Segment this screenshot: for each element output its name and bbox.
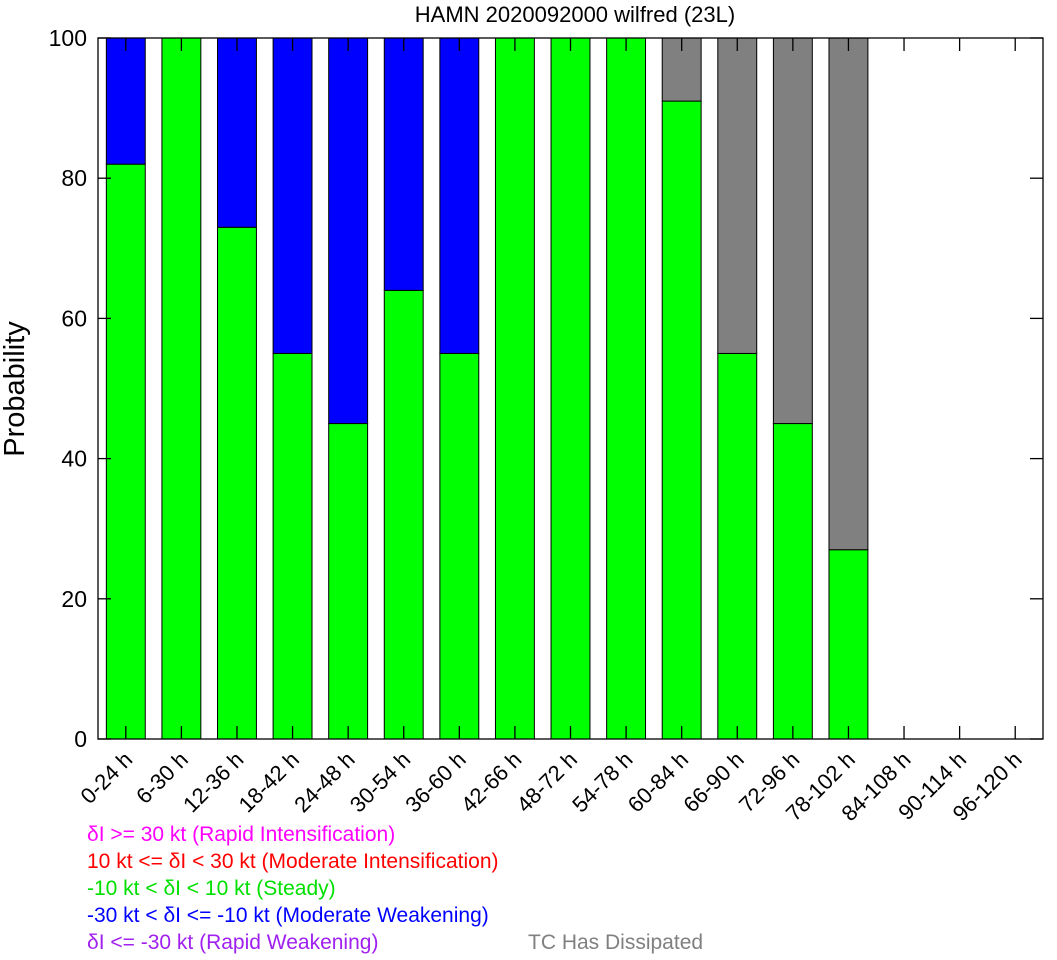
x-tick-label: 24-48 h	[289, 747, 359, 817]
bar-segment	[272, 37, 313, 354]
y-tick-label: 100	[49, 25, 87, 51]
x-tick-label: 48-72 h	[512, 747, 582, 817]
bar-segment	[772, 37, 813, 425]
bar-segment	[717, 352, 758, 740]
y-axis-label: Probability	[0, 321, 31, 457]
bars-layer	[105, 37, 869, 740]
bar-segment	[439, 352, 480, 740]
bar-segment	[383, 37, 424, 291]
bar-segment	[383, 289, 424, 740]
x-tick-label: 36-60 h	[400, 747, 470, 817]
bar-segment	[217, 226, 257, 740]
bar-segment	[828, 549, 869, 740]
x-tick-label: 30-54 h	[345, 747, 415, 817]
legend-item: -30 kt < δI <= -10 kt (Moderate Weakenin…	[87, 904, 489, 927]
x-tick-label: 54-78 h	[567, 747, 637, 817]
legend-item: δI <= -30 kt (Rapid Weakening)	[87, 931, 379, 954]
y-tick-label: 60	[61, 305, 87, 331]
bar-segment	[606, 37, 647, 740]
bar-segment	[272, 352, 313, 740]
legend-item: δI >= 30 kt (Rapid Intensification)	[87, 823, 396, 846]
bar-segment	[439, 37, 480, 354]
bar-segment	[105, 163, 146, 740]
legend-item: 10 kt <= δI < 30 kt (Moderate Intensific…	[87, 850, 499, 873]
legend-item: TC Has Dissipated	[528, 931, 704, 954]
bar-segment	[328, 37, 369, 425]
bar-segment	[828, 37, 869, 551]
bar-segment	[161, 37, 202, 740]
bar-segment	[105, 37, 146, 165]
bar-segment	[661, 100, 702, 740]
bar-segment	[772, 423, 813, 740]
x-tick-label: 60-84 h	[623, 747, 693, 817]
bar-segment	[217, 37, 257, 228]
y-tick-label: 0	[74, 726, 87, 752]
x-tick-label: 0-24 h	[76, 747, 138, 809]
y-tick-label: 20	[61, 586, 87, 612]
x-tick-label: 42-66 h	[456, 747, 526, 817]
x-tick-label: 18-42 h	[234, 747, 304, 817]
chart-title: HAMN 2020092000 wilfred (23L)	[415, 2, 735, 27]
x-tick-label: 12-36 h	[178, 747, 248, 817]
bar-segment	[550, 37, 591, 740]
x-tick-label: 66-90 h	[678, 747, 748, 817]
bar-segment	[717, 37, 758, 354]
legend-item: -10 kt < δI < 10 kt (Steady)	[87, 877, 336, 900]
y-tick-label: 80	[61, 165, 87, 191]
bar-segment	[494, 37, 535, 740]
bar-segment	[328, 423, 369, 740]
y-tick-label: 40	[61, 446, 87, 472]
